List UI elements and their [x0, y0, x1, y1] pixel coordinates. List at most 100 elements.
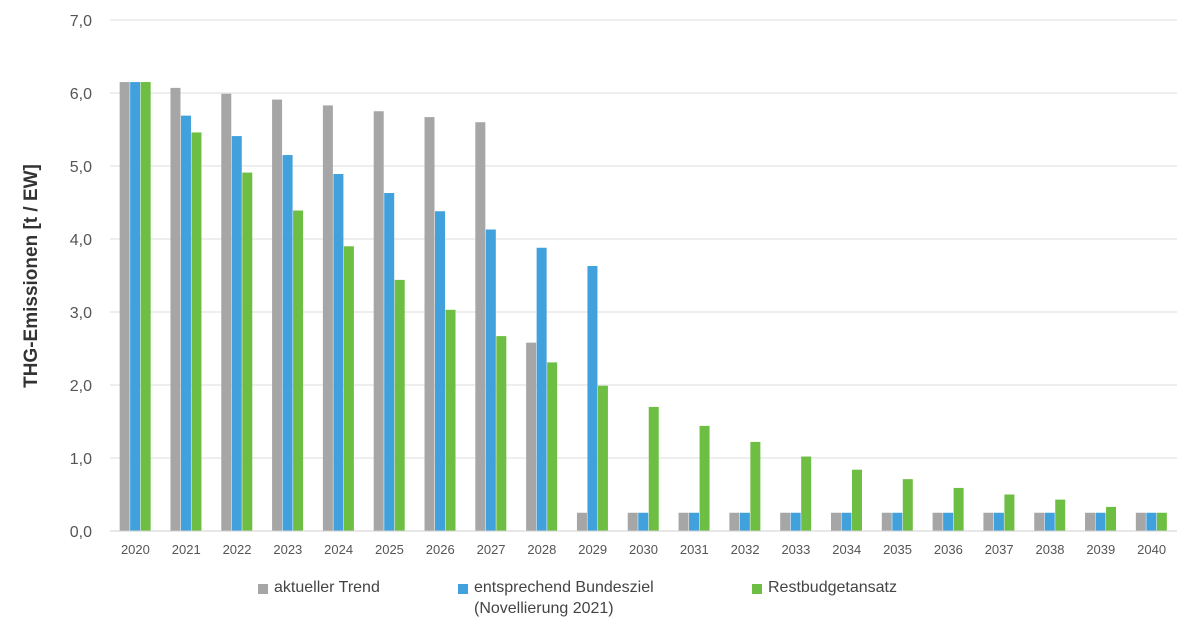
legend-label-bundesziel-line2: (Novellierung 2021)	[474, 600, 614, 617]
x-tick-label: 2027	[477, 542, 506, 557]
bar-restbudget-2020	[140, 82, 151, 532]
bar-bundesziel-2028	[536, 247, 547, 531]
bar-bundesziel-2032	[739, 512, 750, 531]
x-tick-label: 2038	[1036, 542, 1065, 557]
bar-trend-2026	[424, 117, 435, 531]
bar-bundesziel-2026	[435, 211, 446, 531]
x-tick-label: 2025	[375, 542, 404, 557]
y-tick-label: 4,0	[70, 232, 92, 249]
bar-trend-2036	[932, 512, 943, 531]
y-tick-label: 1,0	[70, 451, 92, 468]
bar-restbudget-2024	[343, 246, 354, 532]
bar-trend-2028	[526, 342, 537, 531]
bar-restbudget-2030	[648, 406, 659, 531]
bar-restbudget-2021	[191, 132, 202, 532]
x-tick-label: 2031	[680, 542, 709, 557]
x-tick-label: 2035	[883, 542, 912, 557]
x-tick-label: 2033	[781, 542, 810, 557]
bar-bundesziel-2027	[485, 229, 496, 531]
y-tick-label: 2,0	[70, 378, 92, 395]
legend-label-trend: aktueller Trend	[274, 579, 380, 596]
x-tick-label: 2028	[527, 542, 556, 557]
bar-bundesziel-2033	[790, 512, 801, 531]
bar-restbudget-2038	[1055, 499, 1066, 531]
bars	[119, 82, 1167, 532]
bar-trend-2021	[170, 87, 181, 531]
x-tick-label: 2026	[426, 542, 455, 557]
y-tick-label: 0,0	[70, 524, 92, 541]
legend: aktueller Trend entsprechend Bundesziel …	[0, 578, 1187, 626]
x-tick-label: 2020	[121, 542, 150, 557]
x-tick-label: 2040	[1137, 542, 1166, 557]
bar-trend-2031	[678, 512, 689, 531]
x-tick-label: 2021	[172, 542, 201, 557]
bar-restbudget-2028	[547, 362, 558, 531]
bar-restbudget-2025	[394, 279, 405, 531]
bar-trend-2023	[272, 99, 283, 531]
legend-swatch-restbudget	[752, 584, 762, 594]
bar-bundesziel-2030	[638, 512, 649, 531]
x-tick-label: 2023	[273, 542, 302, 557]
bar-bundesziel-2031	[689, 512, 700, 531]
bar-restbudget-2035	[902, 479, 913, 531]
legend-label-restbudget: Restbudgetansatz	[768, 579, 897, 596]
bar-restbudget-2036	[953, 487, 964, 531]
bar-chart: 0,01,02,03,04,05,06,07,0 2020 2021 2022 202…	[21, 13, 1177, 557]
bar-restbudget-2027	[496, 336, 507, 531]
legend-swatch-trend	[258, 584, 268, 594]
x-tick-label: 2037	[985, 542, 1014, 557]
bar-trend-2027	[475, 122, 486, 531]
bar-bundesziel-2035	[892, 512, 903, 531]
bar-restbudget-2022	[242, 172, 253, 531]
bar-restbudget-2031	[699, 425, 710, 531]
bar-restbudget-2039	[1106, 506, 1117, 531]
bar-bundesziel-2036	[943, 512, 954, 531]
bar-trend-2024	[322, 105, 333, 531]
x-tick-label: 2039	[1086, 542, 1115, 557]
bar-bundesziel-2039	[1095, 512, 1106, 531]
bar-trend-2040	[1135, 512, 1146, 531]
x-tick-label: 2032	[731, 542, 760, 557]
x-tick-label: 2022	[223, 542, 252, 557]
bar-bundesziel-2029	[587, 266, 598, 531]
bar-bundesziel-2034	[841, 512, 852, 531]
bar-restbudget-2033	[801, 456, 812, 531]
legend-label-bundesziel: entsprechend Bundesziel	[474, 579, 654, 596]
x-axis-ticks: 2020 2021 2022 2023 2024 2025 2026 2027 2028 2029…	[121, 542, 1166, 557]
bar-bundesziel-2021	[180, 115, 191, 531]
bar-restbudget-2034	[851, 469, 862, 531]
bar-bundesziel-2038	[1044, 512, 1055, 531]
bar-bundesziel-2037	[993, 512, 1004, 531]
bar-trend-2039	[1085, 512, 1096, 531]
x-tick-label: 2024	[324, 542, 353, 557]
bar-bundesziel-2025	[384, 193, 395, 531]
bar-restbudget-2037	[1004, 494, 1015, 531]
gridlines	[110, 19, 1177, 459]
x-tick-label: 2029	[578, 542, 607, 557]
bar-restbudget-2029	[597, 385, 608, 531]
y-tick-label: 7,0	[70, 13, 92, 30]
bar-restbudget-2023	[293, 210, 304, 531]
y-tick-label: 6,0	[70, 86, 92, 103]
bar-trend-2034	[830, 512, 841, 531]
bar-trend-2030	[627, 512, 638, 531]
bar-trend-2037	[983, 512, 994, 531]
bar-restbudget-2032	[750, 441, 761, 531]
y-axis-ticks: 0,0 1,0 2,0 3,0 4,0 5,0 6,0 7,0	[70, 13, 92, 541]
bar-trend-2020	[119, 82, 130, 532]
x-tick-label: 2036	[934, 542, 963, 557]
y-tick-label: 5,0	[70, 159, 92, 176]
bar-restbudget-2026	[445, 309, 456, 531]
bar-restbudget-2040	[1156, 512, 1167, 531]
bar-trend-2032	[729, 512, 740, 531]
bar-trend-2022	[221, 93, 232, 531]
y-axis-label: THG-Emissionen [t / EW]	[21, 164, 42, 388]
bar-trend-2033	[780, 512, 791, 531]
bar-bundesziel-2022	[231, 136, 242, 531]
bar-trend-2025	[373, 111, 384, 531]
legend-swatch-bundesziel	[458, 584, 468, 594]
bar-bundesziel-2040	[1146, 512, 1157, 531]
bar-trend-2029	[576, 512, 587, 531]
bar-bundesziel-2023	[282, 155, 293, 532]
x-tick-label: 2030	[629, 542, 658, 557]
